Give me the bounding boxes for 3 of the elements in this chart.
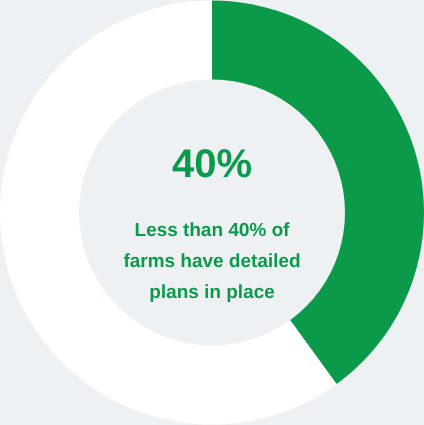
donut-slice [0,0,337,424]
text: Less than 40% of farms have detailed plans in place [123,220,301,303]
text: 40% [172,142,252,186]
